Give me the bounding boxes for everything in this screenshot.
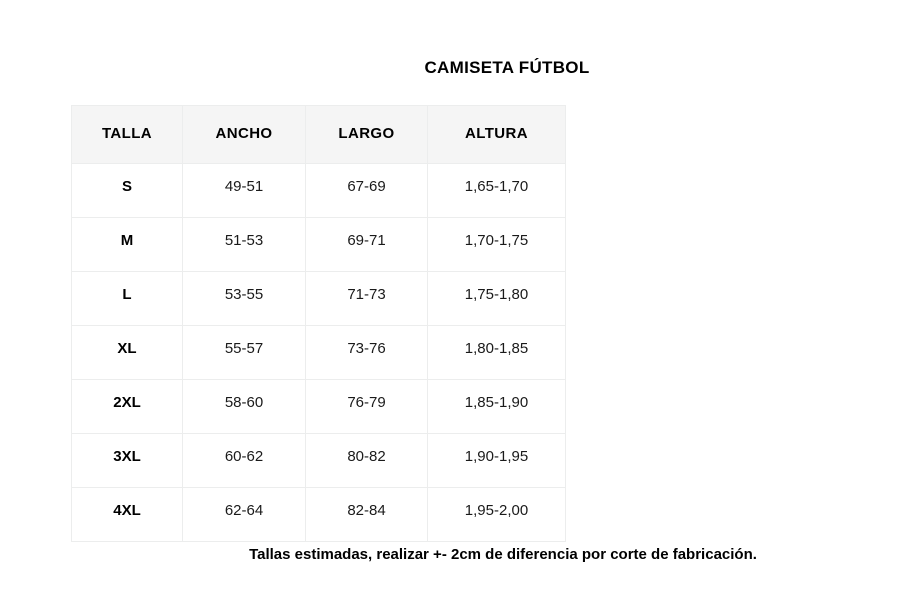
cell-largo: 71-73 [305, 271, 428, 326]
cell-talla: M [71, 217, 183, 272]
cell-largo: 80-82 [305, 433, 428, 488]
cell-ancho: 62-64 [182, 487, 306, 542]
cell-largo: 73-76 [305, 325, 428, 380]
column-header-altura: ALTURA [427, 105, 566, 164]
cell-altura: 1,65-1,70 [427, 163, 566, 218]
footer-note: Tallas estimadas, realizar +- 2cm de dif… [249, 546, 757, 563]
cell-altura: 1,90-1,95 [427, 433, 566, 488]
cell-altura: 1,85-1,90 [427, 379, 566, 434]
table-row: M 51-53 69-71 1,70-1,75 [71, 217, 566, 272]
cell-largo: 67-69 [305, 163, 428, 218]
cell-altura: 1,70-1,75 [427, 217, 566, 272]
table-row: S 49-51 67-69 1,65-1,70 [71, 163, 566, 218]
cell-talla: 3XL [71, 433, 183, 488]
cell-talla: 4XL [71, 487, 183, 542]
cell-talla: XL [71, 325, 183, 380]
cell-largo: 82-84 [305, 487, 428, 542]
table-body: S 49-51 67-69 1,65-1,70 M 51-53 69-71 1,… [71, 163, 566, 542]
table-row: L 53-55 71-73 1,75-1,80 [71, 271, 566, 326]
column-header-ancho: ANCHO [182, 105, 306, 164]
page-title: CAMISETA FÚTBOL [424, 58, 590, 77]
cell-largo: 76-79 [305, 379, 428, 434]
table-header-row: TALLA ANCHO LARGO ALTURA [71, 105, 566, 164]
cell-altura: 1,95-2,00 [427, 487, 566, 542]
table-row: XL 55-57 73-76 1,80-1,85 [71, 325, 566, 380]
cell-ancho: 53-55 [182, 271, 306, 326]
size-chart-table: TALLA ANCHO LARGO ALTURA S 49-51 67-69 1… [71, 105, 566, 542]
cell-ancho: 60-62 [182, 433, 306, 488]
cell-ancho: 55-57 [182, 325, 306, 380]
cell-talla: L [71, 271, 183, 326]
cell-talla: 2XL [71, 379, 183, 434]
column-header-talla: TALLA [71, 105, 183, 164]
cell-ancho: 49-51 [182, 163, 306, 218]
table-row: 2XL 58-60 76-79 1,85-1,90 [71, 379, 566, 434]
table-row: 4XL 62-64 82-84 1,95-2,00 [71, 487, 566, 542]
cell-altura: 1,75-1,80 [427, 271, 566, 326]
cell-talla: S [71, 163, 183, 218]
size-table-container: TALLA ANCHO LARGO ALTURA S 49-51 67-69 1… [71, 105, 566, 542]
cell-altura: 1,80-1,85 [427, 325, 566, 380]
cell-largo: 69-71 [305, 217, 428, 272]
column-header-largo: LARGO [305, 105, 428, 164]
cell-ancho: 58-60 [182, 379, 306, 434]
table-row: 3XL 60-62 80-82 1,90-1,95 [71, 433, 566, 488]
cell-ancho: 51-53 [182, 217, 306, 272]
